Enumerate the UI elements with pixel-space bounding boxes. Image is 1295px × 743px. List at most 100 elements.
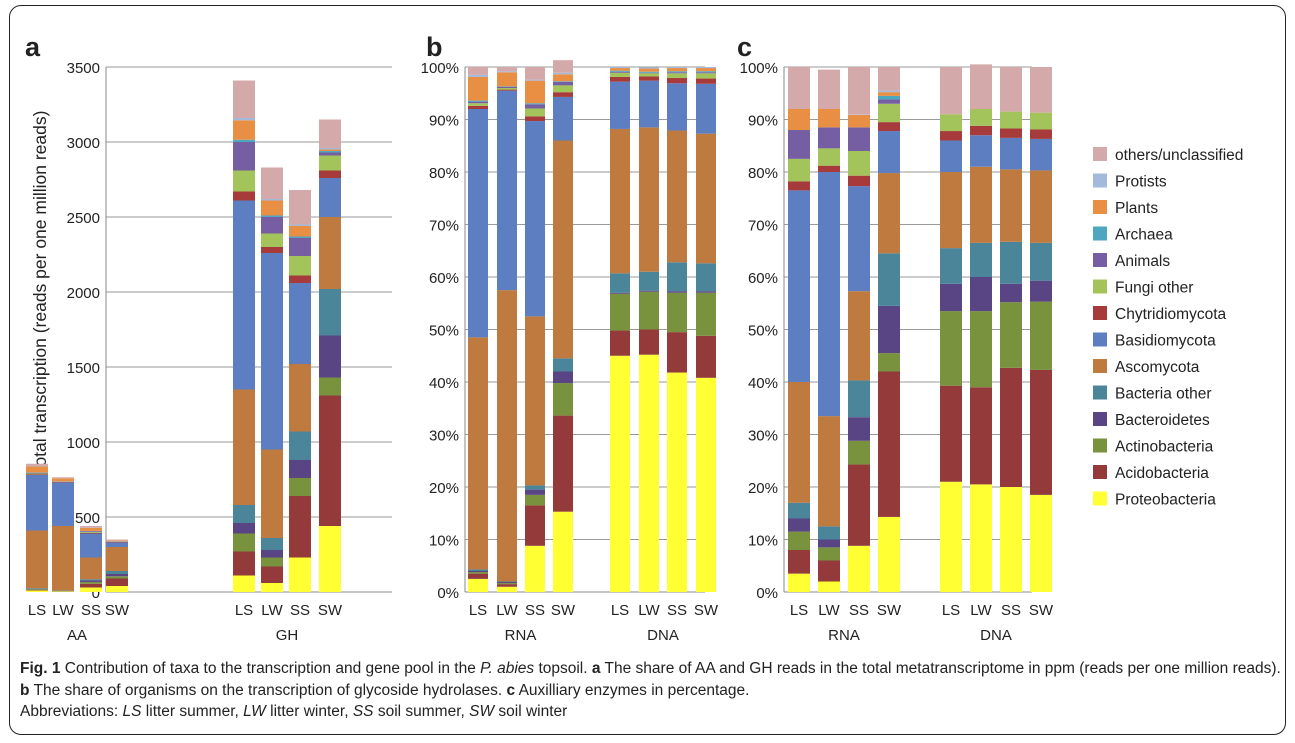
panel-c-bar-bacteria-other — [878, 253, 900, 306]
panel-c-bar-animals — [848, 127, 870, 151]
panel-a-bar-chytridiomycota — [233, 191, 255, 201]
panel-b-bar-plants — [497, 72, 517, 87]
panel-b-bar-actinobacteria — [497, 583, 517, 585]
panel-a-ytick-label: 2500 — [67, 210, 100, 227]
legend-label: others/unclassified — [1115, 147, 1243, 164]
panel-c-bar-acidobacteria — [1030, 369, 1052, 495]
panel-a-bar-basidiomycota — [261, 253, 283, 450]
legend-label: Archaea — [1115, 227, 1173, 244]
panel-a-bar-plants — [106, 540, 128, 542]
panel-c-bar-actinobacteria — [818, 547, 840, 561]
panel-b-bar-bacteria-other — [468, 569, 488, 571]
panel-c-bar-basidiomycota — [878, 131, 900, 174]
panel-c-bar-plants — [788, 109, 810, 130]
panel-c-ytick-label: 10% — [748, 533, 778, 550]
panel-a-y-axis-label: Share of total transcription (reads per … — [30, 111, 50, 543]
caption-b-text: The share of organisms on the transcript… — [29, 681, 507, 699]
panel-b-bar-bacteroidetes — [468, 571, 488, 573]
panel-b-bar-protists — [639, 67, 659, 69]
panel-c-bar-chytridiomycota — [878, 122, 900, 132]
panel-c-bar-proteobacteria — [940, 481, 962, 592]
panel-b-bar-bacteroidetes — [639, 290, 659, 292]
panel-c-x-tick-label: SW — [877, 602, 902, 619]
panel-b-bar-actinobacteria — [696, 292, 716, 336]
panel-b-bar-others-unclassified — [497, 67, 517, 72]
panel-a-bar-bacteria-other — [261, 538, 283, 550]
caption-abbr-ls-text: litter summer, — [141, 703, 244, 720]
panel-c-bar-ascomycota — [878, 173, 900, 254]
panel-c-bar-chytridiomycota — [1000, 128, 1022, 138]
panel-a-x-tick-label: LS — [28, 602, 46, 619]
panel-b-bar-actinobacteria — [553, 383, 573, 416]
panel-c-bar-acidobacteria — [788, 550, 810, 574]
panel-a-bar-basidiomycota — [106, 542, 128, 547]
panel-a-bar-actinobacteria — [26, 589, 48, 591]
panel-c-bar-bacteria-other — [1000, 241, 1022, 284]
panel-b-bar-proteobacteria — [553, 511, 573, 592]
panel-c-ytick-label: 70% — [748, 218, 778, 235]
panel-a-bar-others-unclassified — [106, 539, 128, 541]
panel-b-bar-fungi-other — [667, 73, 687, 79]
panel-a-ytick-label: 1000 — [67, 435, 100, 452]
panel-c-bar-basidiomycota — [848, 186, 870, 292]
panel-b-bar-actinobacteria — [610, 293, 630, 331]
legend-swatch-protists — [1093, 173, 1107, 188]
panel-c-bar-proteobacteria — [1000, 487, 1022, 592]
panel-c-bar-chytridiomycota — [848, 175, 870, 187]
panel-a-bar-chytridiomycota — [26, 474, 48, 475]
panel-b-x-tick-label: SS — [667, 602, 687, 619]
panel-b-bar-plants — [696, 68, 716, 72]
panel-c-bar-others-unclassified — [848, 67, 870, 115]
panel-c-bar-ascomycota — [1000, 169, 1022, 242]
panel-b-bar-animals — [667, 72, 687, 74]
panel-c-bar-ascomycota — [788, 382, 810, 503]
panel-c-bar-bacteria-other — [1030, 242, 1052, 281]
panel-b-ytick-label: 100% — [421, 60, 459, 77]
panel-a-bar-others-unclassified — [52, 477, 74, 479]
legend-label: Protists — [1115, 174, 1167, 191]
caption-abbr-lw-text: litter winter, — [265, 703, 353, 720]
panel-b-bar-others-unclassified — [553, 60, 573, 73]
panel-b-bar-fungi-other — [497, 88, 517, 90]
panel-c-bar-proteobacteria — [788, 573, 810, 592]
panel-a-bar-protists — [319, 148, 341, 150]
panel-c-bar-protists — [848, 114, 870, 115]
panel-a-bar-bacteria-other — [233, 505, 255, 523]
panel-c-bar-actinobacteria — [970, 311, 992, 388]
panel-a-bar-others-unclassified — [289, 190, 311, 225]
panel-a-bar-plants — [26, 466, 48, 473]
panel-c-bar-ascomycota — [940, 172, 962, 249]
panel-c-bar-others-unclassified — [788, 67, 810, 109]
panel-b-bar-acidobacteria — [610, 330, 630, 356]
panel-c-bar-bacteroidetes — [1030, 280, 1052, 302]
panel-a-bar-fungi-other — [319, 155, 341, 171]
panel-c-bar-actinobacteria — [1030, 301, 1052, 370]
panel-a-bar-animals — [233, 142, 255, 171]
panel-a-bar-bacteria-other — [26, 588, 48, 589]
panel-b-bar-bacteroidetes — [667, 291, 687, 293]
panel-c-bar-bacteria-other — [848, 380, 870, 418]
panel-a-bar-fungi-other — [80, 532, 102, 533]
caption-species: P. abies — [480, 660, 535, 677]
panel-a-bar-ascomycota — [319, 217, 341, 289]
caption-abbr-lw: LW — [243, 703, 266, 720]
panel-a-bar-acidobacteria — [319, 395, 341, 526]
panel-b-bar-proteobacteria — [639, 354, 659, 592]
panel-b-bar-bacteroidetes — [696, 291, 716, 293]
panel-a-group-label: GH — [276, 627, 299, 644]
panel-a-bar-ascomycota — [261, 449, 283, 538]
panel-b-bar-animals — [696, 72, 716, 74]
panel-c-x-tick-label: LW — [818, 602, 840, 619]
panel-a-x-tick-label: SS — [290, 602, 310, 619]
legend-swatch-bacteria-other — [1093, 385, 1107, 400]
panel-b-bar-ascomycota — [696, 133, 716, 264]
panel-a-bar-archaea — [319, 151, 341, 153]
panel-b-bar-bacteria-other — [497, 581, 517, 583]
panel-c-bar-bacteroidetes — [940, 283, 962, 312]
caption-abbr-sw-text: soil winter — [494, 703, 568, 720]
panel-b-bar-bacteria-other — [667, 262, 687, 292]
panel-a-bar-bacteria-other — [319, 289, 341, 336]
panel-c-bar-ascomycota — [818, 416, 840, 527]
panel-b-bar-chytridiomycota — [610, 76, 630, 82]
panel-a-bar-proteobacteria — [289, 557, 311, 592]
